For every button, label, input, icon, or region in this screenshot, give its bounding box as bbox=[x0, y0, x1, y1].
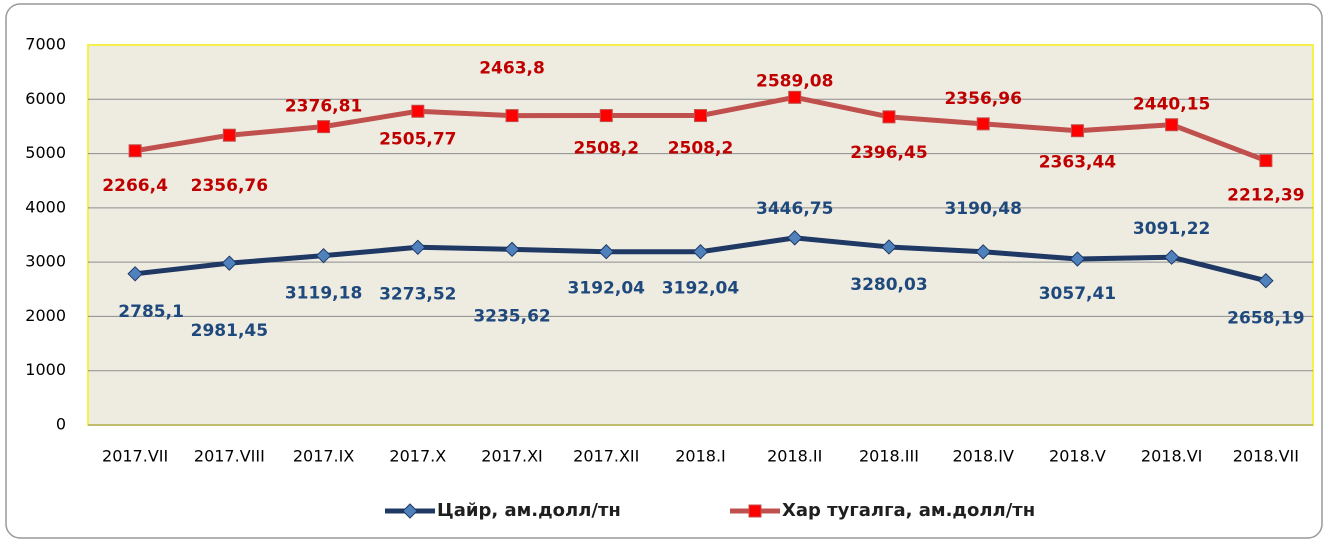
data-point bbox=[1069, 251, 1086, 267]
data-label: 3192,04 bbox=[662, 279, 740, 299]
x-tick-label: 2018.V bbox=[1049, 447, 1106, 466]
data-point bbox=[598, 244, 614, 260]
data-label: 3446,75 bbox=[756, 199, 833, 219]
data-label: 2981,45 bbox=[191, 321, 268, 341]
data-label: 2508,2 bbox=[668, 139, 734, 159]
data-label: 3192,04 bbox=[568, 279, 646, 299]
legend-label: Хар тугалга, ам.долл/тн bbox=[782, 500, 1035, 521]
data-point bbox=[1259, 154, 1273, 168]
x-tick-label: 2017.VIII bbox=[194, 447, 265, 466]
y-tick-label: 0 bbox=[56, 415, 66, 434]
x-tick-label: 2018.I bbox=[675, 447, 726, 466]
x-tick-label: 2018.II bbox=[767, 447, 822, 466]
x-tick-label: 2017.IX bbox=[293, 447, 355, 466]
data-point bbox=[505, 109, 519, 123]
data-label: 3235,62 bbox=[473, 306, 550, 326]
data-label: 2508,2 bbox=[573, 139, 639, 159]
data-point bbox=[221, 255, 238, 271]
data-point bbox=[975, 244, 991, 260]
data-point bbox=[410, 239, 426, 256]
data-point bbox=[881, 239, 897, 255]
data-label: 2658,19 bbox=[1227, 309, 1304, 329]
y-tick-label: 5000 bbox=[25, 143, 66, 162]
data-point bbox=[1258, 272, 1274, 289]
data-label: 2463,8 bbox=[479, 59, 545, 79]
data-label: 3280,03 bbox=[850, 275, 927, 295]
data-point bbox=[127, 266, 143, 282]
data-label: 2440,15 bbox=[1133, 95, 1210, 115]
data-label: 2356,76 bbox=[191, 176, 268, 196]
x-tick-label: 2018.III bbox=[859, 447, 919, 466]
y-tick-label: 2000 bbox=[25, 306, 66, 325]
x-tick-label: 2018.VII bbox=[1233, 447, 1299, 466]
x-tick-label: 2018.IV bbox=[952, 447, 1014, 466]
data-point bbox=[788, 90, 802, 104]
data-point bbox=[694, 109, 707, 123]
data-point bbox=[128, 144, 142, 158]
data-point bbox=[976, 117, 990, 131]
data-point bbox=[1070, 124, 1084, 138]
legend-label: Цайр, ам.долл/тн bbox=[437, 500, 621, 521]
legend-marker bbox=[402, 503, 418, 519]
data-label: 2356,96 bbox=[944, 89, 1021, 109]
data-label: 3091,22 bbox=[1133, 219, 1210, 239]
data-point bbox=[882, 110, 896, 124]
data-point bbox=[317, 120, 331, 134]
x-tick-label: 2017.VII bbox=[102, 447, 168, 466]
x-tick-label: 2017.XII bbox=[573, 447, 639, 466]
y-tick-label: 1000 bbox=[25, 360, 66, 379]
y-tick-label: 7000 bbox=[25, 35, 66, 54]
legend-marker bbox=[748, 504, 762, 518]
data-point bbox=[411, 104, 425, 118]
data-label: 2212,39 bbox=[1227, 186, 1304, 206]
y-tick-label: 3000 bbox=[25, 252, 66, 271]
data-point bbox=[1165, 118, 1179, 132]
data-label: 2505,77 bbox=[379, 129, 456, 149]
y-tick-label: 4000 bbox=[25, 197, 66, 216]
data-point bbox=[599, 109, 613, 123]
data-point bbox=[315, 247, 332, 264]
data-label: 2266,4 bbox=[102, 176, 168, 196]
data-label: 2363,44 bbox=[1039, 153, 1117, 173]
y-tick-label: 6000 bbox=[25, 89, 66, 108]
data-label: 2785,1 bbox=[118, 302, 184, 322]
data-point bbox=[1163, 249, 1180, 265]
x-tick-label: 2017.X bbox=[389, 447, 446, 466]
x-tick-label: 2017.XI bbox=[481, 447, 542, 466]
data-point bbox=[787, 230, 803, 246]
data-label: 2376,81 bbox=[285, 97, 362, 117]
data-label: 3119,18 bbox=[285, 284, 362, 304]
plot-area bbox=[87, 44, 1314, 426]
data-point bbox=[222, 128, 236, 142]
data-point bbox=[692, 244, 709, 260]
data-label: 2589,08 bbox=[756, 71, 833, 91]
x-tick-label: 2018.VI bbox=[1141, 447, 1202, 466]
data-label: 3190,48 bbox=[944, 199, 1021, 219]
data-label: 3057,41 bbox=[1039, 284, 1116, 304]
data-label: 2396,45 bbox=[850, 143, 927, 163]
data-label: 3273,52 bbox=[379, 284, 456, 304]
data-point bbox=[504, 241, 520, 258]
